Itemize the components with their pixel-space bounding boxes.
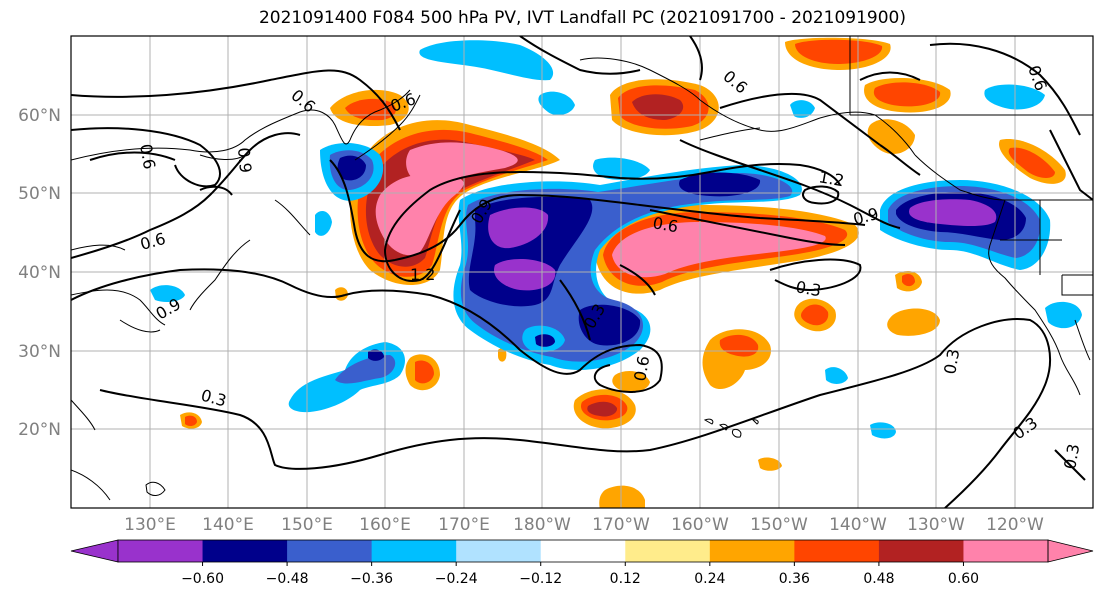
colorbar-tick-label: 0.36 <box>779 571 810 587</box>
lon-label: 150°E <box>281 515 333 535</box>
lon-label: 140°E <box>202 515 254 535</box>
colorbar-segment <box>118 540 204 562</box>
negative-anomaly-shading <box>150 40 1082 439</box>
colorbar-tick-label: −0.36 <box>350 571 393 587</box>
lon-label: 170°E <box>438 515 490 535</box>
colorbar-segment <box>878 540 964 562</box>
colorbar-tick-label: −0.24 <box>435 571 478 587</box>
latitude-labels: 60°N 50°N 40°N 30°N 20°N <box>18 106 61 440</box>
contour-label: 0.6 <box>136 142 159 170</box>
contour-label: 0.9 <box>234 147 255 174</box>
colorbar-segment <box>202 540 288 562</box>
colorbar-tick-label: 0.24 <box>694 571 725 587</box>
lon-label: 160°W <box>671 515 729 535</box>
lat-label: 60°N <box>18 106 61 126</box>
colorbar-segment <box>540 540 626 562</box>
lat-label: 50°N <box>18 184 61 204</box>
colorbar-segment <box>794 540 880 562</box>
colorbar-segment <box>371 540 457 562</box>
contour-label: 0.6 <box>651 213 679 236</box>
colorbar-tick-label: −0.12 <box>519 571 562 587</box>
lon-label: 120°W <box>986 515 1044 535</box>
positive-anomaly-shading <box>180 37 1066 508</box>
colorbar-segment <box>287 540 373 562</box>
contour-label: 0.3 <box>940 347 963 375</box>
colorbar-segment <box>456 540 542 562</box>
colorbar-segment <box>709 540 795 562</box>
colorbar-segment <box>963 540 1049 562</box>
colorbar-tick-label: −0.48 <box>266 571 309 587</box>
colorbar-tick-label: 0.12 <box>610 571 641 587</box>
contour-label: 1.2 <box>817 167 845 190</box>
colorbar-min-extend <box>70 539 119 563</box>
contour-label: 0.6 <box>630 354 653 382</box>
lon-label: 150°W <box>750 515 808 535</box>
colorbar-segment <box>625 540 711 562</box>
lat-label: 40°N <box>18 263 61 283</box>
colorbar-frame <box>117 539 1049 563</box>
map-panel: 0.6 0.6 0.9 0.6 1.2 0.9 0.6 1.2 0.9 0.3 … <box>71 36 1093 508</box>
colorbar-tick-label: 0.48 <box>863 571 894 587</box>
pv-contours <box>71 36 1093 508</box>
colorbar: −0.60 −0.48 −0.36 −0.24 −0.12 0.12 0.24 0.36 0.4… <box>70 539 1094 587</box>
colorbar-tick-label: 0.60 <box>948 571 979 587</box>
longitude-labels: 130°E 140°E 150°E 160°E 170°E 180°W 170°… <box>124 515 1044 535</box>
lon-label: 140°W <box>829 515 887 535</box>
contour-label: 1.2 <box>410 265 435 284</box>
lon-label: 160°E <box>359 515 411 535</box>
lat-label: 20°N <box>18 420 61 440</box>
lat-label: 30°N <box>18 342 61 362</box>
contour-label: 0.3 <box>1060 442 1083 470</box>
colorbar-max-extend <box>1047 539 1094 563</box>
colorbar-tick-label: −0.60 <box>181 571 224 587</box>
lon-label: 180°W <box>513 515 571 535</box>
map-frame <box>70 35 1094 509</box>
map-title: 2021091400 F084 500 hPa PV, IVT Landfall… <box>258 8 906 28</box>
contour-label: 0.3 <box>794 277 822 300</box>
lon-label: 130°W <box>907 515 965 535</box>
lon-label: 170°W <box>592 515 650 535</box>
lon-label: 130°E <box>124 515 176 535</box>
